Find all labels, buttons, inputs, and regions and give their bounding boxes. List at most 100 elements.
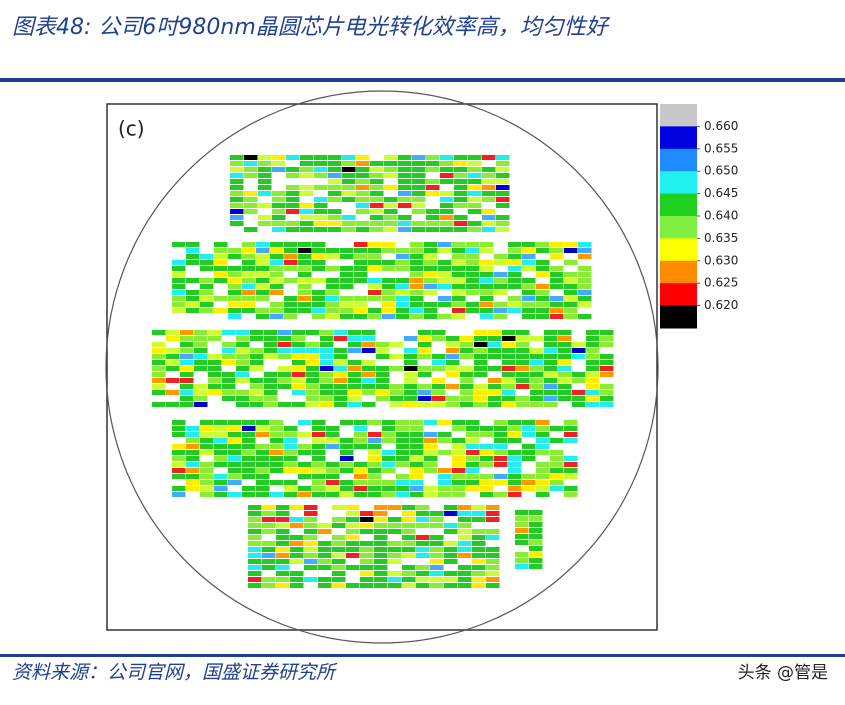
wafer-cell — [230, 179, 244, 184]
wafer-cell — [508, 456, 522, 461]
wafer-cell — [586, 372, 600, 377]
wafer-cell — [550, 480, 564, 485]
wafer-cell — [508, 260, 522, 265]
wafer-cell — [340, 272, 354, 277]
wafer-cell — [454, 185, 468, 190]
wafer-cell — [398, 161, 412, 166]
wafer-cell — [362, 348, 376, 353]
wafer-cell — [402, 511, 416, 516]
wafer-cell — [496, 191, 510, 196]
wafer-cell — [368, 432, 382, 437]
wafer-cell — [536, 438, 550, 443]
wafer-cell — [172, 290, 186, 295]
wafer-cell — [446, 354, 460, 359]
wafer-cell — [458, 553, 472, 558]
wafer-cell — [550, 284, 564, 289]
wafer-cell — [200, 420, 214, 425]
wafer-cell — [326, 486, 340, 491]
wafer-cell — [480, 432, 494, 437]
wafer-cell — [250, 366, 264, 371]
wafer-cell — [466, 254, 480, 259]
wafer-cell — [412, 191, 426, 196]
wafer-cell — [564, 432, 578, 437]
wafer-cell — [374, 571, 388, 576]
wafer-cell — [230, 209, 244, 214]
wafer-cell — [284, 260, 298, 265]
colorbar-band — [660, 305, 697, 329]
wafer-cell — [314, 185, 328, 190]
wafer-cell — [426, 179, 440, 184]
wafer-cell — [474, 360, 488, 365]
wafer-cell — [368, 242, 382, 247]
wafer-cell — [424, 266, 438, 271]
wafer-cell — [430, 571, 444, 576]
wafer-cell — [300, 155, 314, 160]
wafer-cell — [214, 426, 228, 431]
wafer-cell — [334, 330, 348, 335]
wafer-cell — [270, 432, 284, 437]
wafer-cell — [564, 284, 578, 289]
wafer-cell — [418, 384, 432, 389]
wafer-cell — [256, 260, 270, 265]
wafer-cell — [472, 511, 486, 516]
wafer-cell — [398, 155, 412, 160]
wafer-cell — [230, 221, 244, 226]
wafer-cell — [334, 348, 348, 353]
wafer-cell — [388, 523, 402, 528]
wafer-cell — [214, 480, 228, 485]
wafer-cell — [242, 272, 256, 277]
wafer-cell — [172, 456, 186, 461]
wafer-cell — [256, 444, 270, 449]
colorbar-label: 0.630 — [704, 253, 738, 267]
wafer-cell — [270, 272, 284, 277]
wafer-cell — [362, 336, 376, 341]
wafer-cell — [304, 553, 318, 558]
wafer-cell — [284, 438, 298, 443]
wafer-cell — [486, 505, 500, 510]
wafer-cell — [262, 505, 276, 510]
wafer-cell — [248, 553, 262, 558]
wafer-cell — [270, 260, 284, 265]
wafer-cell — [250, 402, 264, 407]
wafer-cell — [430, 559, 444, 564]
wafer-cell — [600, 342, 614, 347]
wafer-cell — [292, 402, 306, 407]
wafer-cell — [410, 480, 424, 485]
wafer-cell — [494, 314, 508, 319]
wafer-cell — [304, 505, 318, 510]
wafer-cell — [466, 420, 480, 425]
wafer-cell — [362, 390, 376, 395]
wafer-cell — [440, 191, 454, 196]
wafer-cell — [284, 248, 298, 253]
wafer-cell — [536, 284, 550, 289]
wafer-cell — [320, 354, 334, 359]
wafer-cell — [244, 203, 258, 208]
wafer-cell — [328, 155, 342, 160]
wafer-cell — [458, 511, 472, 516]
wafer-cell — [332, 547, 346, 552]
wafer-cell — [172, 426, 186, 431]
wafer-cell — [430, 547, 444, 552]
wafer-cell — [242, 284, 256, 289]
wafer-cell — [558, 330, 572, 335]
wafer-cell — [494, 426, 508, 431]
wafer-cell — [516, 366, 530, 371]
wafer-cell — [384, 167, 398, 172]
wafer-cell — [356, 209, 370, 214]
wafer-cell — [522, 444, 536, 449]
wafer-cell — [286, 221, 300, 226]
wafer-cell — [430, 583, 444, 588]
wafer-cell — [516, 348, 530, 353]
wafer-cell — [270, 254, 284, 259]
wafer-cell — [236, 348, 250, 353]
wafer-cell — [298, 278, 312, 283]
wafer-cell — [424, 260, 438, 265]
footer-rule — [0, 654, 845, 657]
wafer-cell — [228, 266, 242, 271]
wafer-cell — [342, 155, 356, 160]
wafer-cell — [600, 336, 614, 341]
wafer-cell — [396, 486, 410, 491]
wafer-cell — [536, 302, 550, 307]
wafer-cell — [312, 242, 326, 247]
wafer-cell — [426, 215, 440, 220]
